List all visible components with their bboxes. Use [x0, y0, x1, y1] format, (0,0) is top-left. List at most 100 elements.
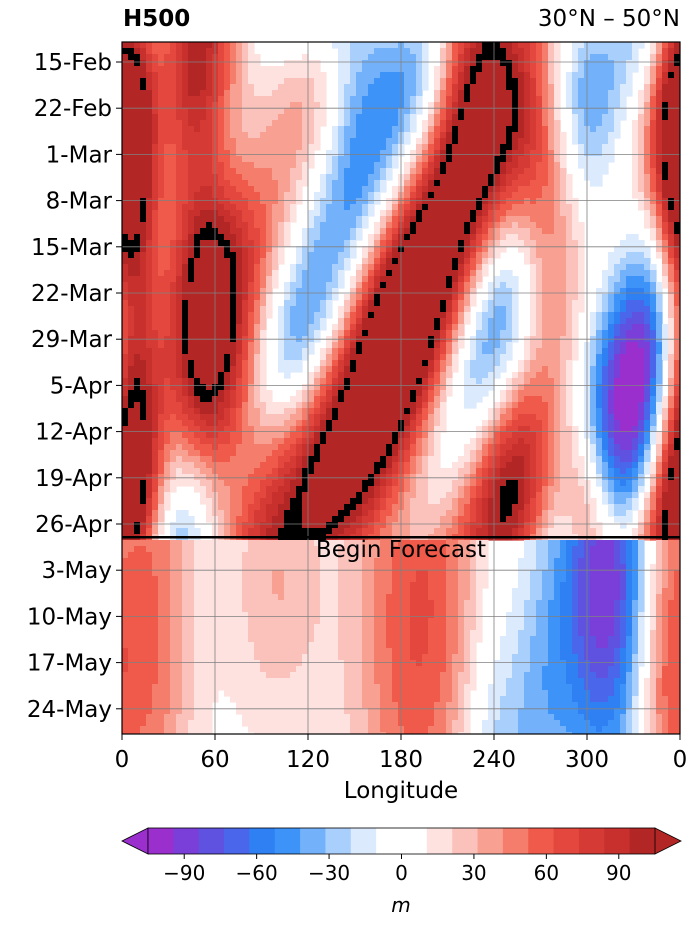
heat-cell [410, 384, 417, 391]
heat-cell [458, 192, 465, 199]
heat-cell [164, 402, 171, 409]
heat-cell [230, 378, 237, 385]
heat-cell [344, 102, 351, 109]
heat-cell [164, 276, 171, 283]
heat-cell [302, 264, 309, 271]
heat-cell [476, 210, 483, 217]
heat-cell [458, 228, 465, 235]
heat-cell [560, 324, 567, 331]
heat-cell [668, 300, 675, 307]
heat-cell [128, 96, 135, 103]
heat-cell [140, 300, 147, 307]
heat-cell [224, 72, 231, 79]
heat-cell [248, 306, 255, 313]
heat-cell [410, 42, 417, 49]
heat-cell [416, 156, 423, 163]
heat-cell [302, 54, 309, 61]
heat-cell [332, 372, 339, 379]
heat-cell [548, 90, 555, 97]
heat-cell [284, 360, 291, 367]
heat-cell [446, 210, 453, 217]
heat-cell [470, 180, 477, 187]
heat-cell [590, 120, 597, 127]
heat-cell [266, 264, 273, 271]
heat-cell [578, 48, 585, 55]
heat-cell [590, 114, 597, 121]
heat-cell [518, 216, 525, 223]
heat-cell [452, 90, 459, 97]
heat-cell [458, 174, 465, 181]
heat-cell [146, 150, 153, 157]
heat-cell [410, 360, 417, 367]
heat-cell [404, 42, 411, 49]
heat-cell [572, 72, 579, 79]
heat-cell [620, 312, 627, 319]
heat-cell [296, 252, 303, 259]
heat-cell [200, 210, 207, 217]
heat-cell [158, 174, 165, 181]
heat-cell [458, 222, 465, 229]
heat-cell [230, 108, 237, 115]
heat-cell [566, 348, 573, 355]
heat-cell [656, 150, 663, 157]
heat-cell [188, 90, 195, 97]
heat-cell [674, 60, 680, 67]
heat-cell [512, 198, 519, 205]
heat-cell [446, 378, 453, 385]
heat-cell [428, 252, 435, 259]
heat-cell [194, 72, 201, 79]
heat-cell [296, 306, 303, 313]
heat-cell [434, 378, 441, 385]
heat-cell [530, 222, 537, 229]
heat-cell [194, 216, 201, 223]
heat-cell [476, 168, 483, 175]
heat-cell [158, 390, 165, 397]
heat-cell [224, 402, 231, 409]
heat-cell [536, 324, 543, 331]
heat-cell [620, 54, 627, 61]
heat-cell [254, 342, 261, 349]
heat-cell [170, 156, 177, 163]
heat-cell [470, 156, 477, 163]
heat-cell [404, 204, 411, 211]
heat-cell [224, 300, 231, 307]
heat-cell [668, 210, 675, 217]
heat-cell [482, 342, 489, 349]
heat-cell [380, 390, 387, 397]
heat-cell [596, 126, 603, 133]
heat-cell [632, 330, 639, 337]
heat-cell [488, 378, 495, 385]
heat-cell [470, 126, 477, 133]
heat-cell [314, 84, 321, 91]
heat-cell [338, 144, 345, 151]
heat-cell [530, 312, 537, 319]
heat-cell [350, 180, 357, 187]
heat-cell [260, 102, 267, 109]
heat-cell [230, 126, 237, 133]
heat-cell [434, 306, 441, 313]
heat-cell [410, 246, 417, 253]
heat-cell [548, 96, 555, 103]
heat-cell [512, 396, 519, 403]
heat-cell [320, 228, 327, 235]
heat-cell [266, 84, 273, 91]
heat-cell [182, 306, 189, 313]
heat-cell [200, 72, 207, 79]
heat-cell [578, 258, 585, 265]
heat-cell [206, 222, 213, 229]
heat-cell [638, 396, 645, 403]
heat-cell [632, 180, 639, 187]
heat-cell [476, 216, 483, 223]
heat-cell [392, 240, 399, 247]
heat-cell [128, 234, 135, 241]
heat-cell [242, 60, 249, 67]
heat-cell [470, 84, 477, 91]
heat-cell [164, 156, 171, 163]
heat-cell [410, 342, 417, 349]
heat-cell [308, 156, 315, 163]
heat-cell [158, 258, 165, 265]
heat-cell [122, 120, 129, 127]
heat-cell [332, 264, 339, 271]
heat-cell [548, 108, 555, 115]
heat-cell [416, 264, 423, 271]
